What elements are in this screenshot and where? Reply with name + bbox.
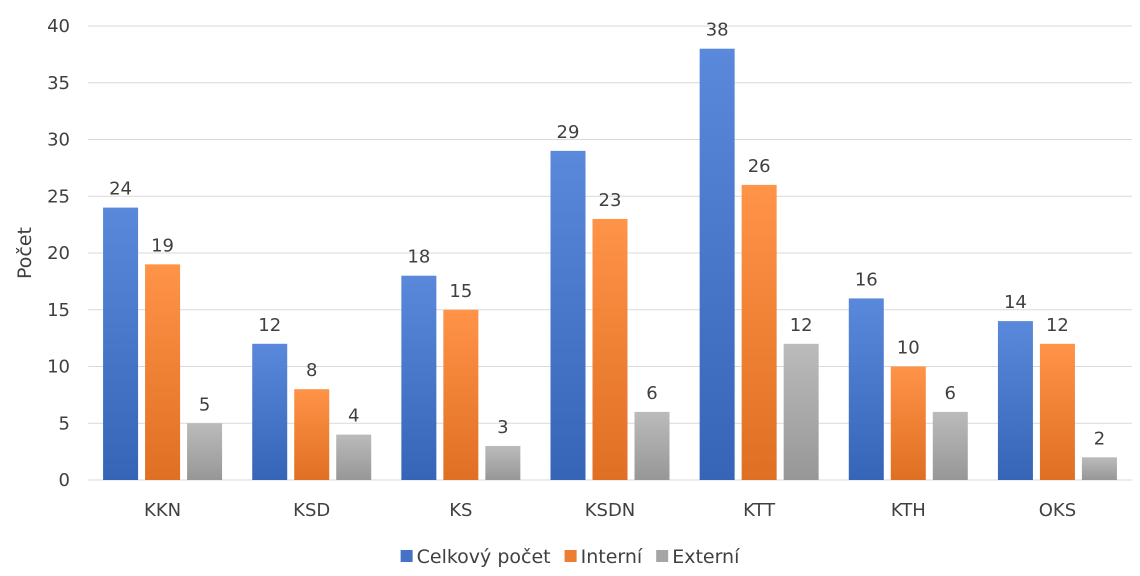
legend-item: Externí	[656, 546, 740, 568]
data-label: 8	[306, 360, 317, 381]
x-tick-label: KTT	[743, 500, 776, 521]
data-label: 14	[1004, 292, 1027, 313]
y-axis-title: Počet	[14, 227, 36, 279]
data-label: 3	[497, 417, 508, 438]
y-tick-label: 0	[59, 470, 70, 491]
x-axis-ticks: KKN KSD KS KSDN KTT KTH OKS	[144, 500, 1076, 521]
data-label: 12	[1046, 315, 1069, 336]
bar	[592, 218, 628, 480]
data-label: 4	[348, 406, 359, 427]
legend-label: Externí	[672, 546, 740, 568]
bar	[848, 298, 884, 480]
legend-label: Celkový počet	[417, 546, 551, 568]
bar	[699, 48, 735, 480]
x-tick-label: KTH	[891, 500, 926, 521]
x-tick-label: KS	[449, 500, 472, 521]
y-tick-label: 40	[47, 16, 70, 37]
data-label: 2	[1094, 428, 1105, 449]
bar	[890, 366, 926, 480]
y-tick-label: 25	[47, 186, 70, 207]
legend-label: Interní	[581, 546, 643, 568]
bar	[550, 150, 586, 480]
data-label: 18	[407, 247, 430, 268]
bar	[1039, 343, 1075, 480]
bar	[401, 275, 437, 480]
data-label: 6	[945, 383, 956, 404]
legend-item: Celkový počet	[400, 546, 551, 568]
data-label: 15	[449, 281, 472, 302]
x-tick-label: OKS	[1039, 500, 1076, 521]
legend-swatch	[564, 550, 577, 562]
bar	[187, 423, 223, 480]
legend-swatch	[400, 550, 413, 562]
bar	[103, 207, 139, 480]
data-label: 26	[748, 156, 771, 177]
y-tick-label: 20	[47, 243, 70, 264]
bar	[1081, 457, 1117, 480]
bar	[997, 321, 1033, 480]
bar	[145, 264, 181, 480]
x-tick-label: KKN	[144, 500, 181, 521]
data-label: 10	[897, 338, 920, 359]
legend: Celkový počet Interní Externí	[400, 546, 740, 568]
y-tick-label: 35	[47, 73, 70, 94]
data-label: 12	[258, 315, 281, 336]
bar	[741, 184, 777, 480]
bar	[336, 434, 372, 480]
data-label: 24	[109, 179, 132, 200]
data-label: 23	[599, 190, 622, 211]
data-label: 5	[199, 394, 210, 415]
bar	[294, 389, 330, 480]
bar	[443, 309, 479, 480]
bar	[252, 343, 288, 480]
x-tick-label: KSDN	[585, 500, 636, 521]
data-label: 12	[790, 315, 813, 336]
y-axis-ticks: 0 5 10 15 20 25 30 35 40	[47, 16, 70, 491]
y-tick-label: 10	[47, 357, 70, 378]
y-tick-label: 30	[47, 130, 70, 151]
bars	[103, 48, 1117, 480]
data-labels: 24 19 5 12 8 4 18 15 3 29 23 6 38 26 12 16 10 6 14 12 2	[109, 20, 1105, 450]
data-label: 6	[646, 383, 657, 404]
bar	[485, 445, 521, 480]
data-label: 19	[151, 235, 174, 256]
y-tick-label: 5	[59, 413, 70, 434]
data-label: 29	[557, 122, 580, 143]
legend-swatch	[656, 550, 669, 562]
data-label: 16	[855, 269, 878, 290]
bar	[932, 411, 968, 480]
data-label: 38	[706, 20, 729, 41]
bar	[783, 343, 819, 480]
y-tick-label: 15	[47, 300, 70, 321]
x-tick-label: KSD	[293, 500, 330, 521]
legend-item: Interní	[564, 546, 643, 568]
bar	[634, 411, 670, 480]
